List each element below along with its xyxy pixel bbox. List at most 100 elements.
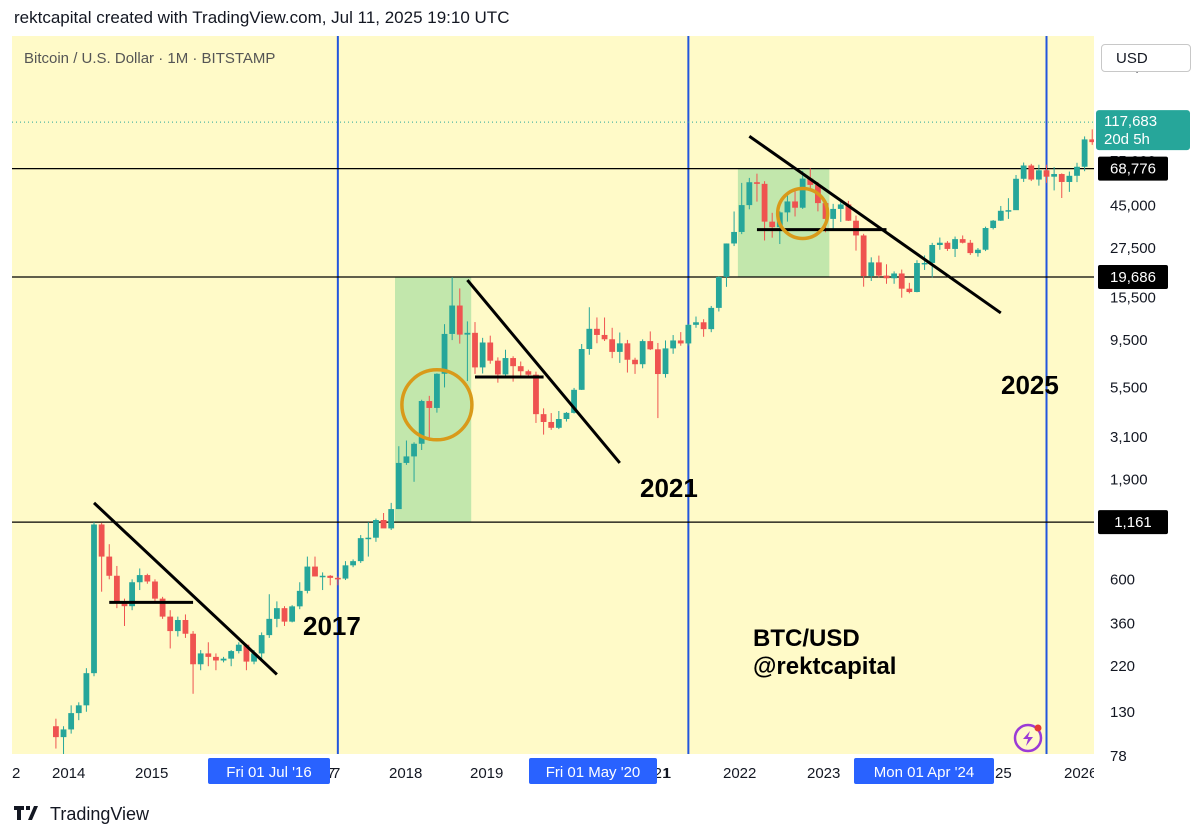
candle-body: [91, 524, 97, 674]
candle-body: [761, 183, 768, 222]
candle-body: [159, 598, 166, 617]
level-price-box-3: [1098, 510, 1168, 535]
candle: [616, 332, 623, 363]
candle: [205, 642, 212, 667]
candle: [304, 556, 311, 594]
candle: [784, 195, 791, 222]
candle-body: [578, 349, 585, 390]
candle-body: [868, 262, 875, 277]
candle: [685, 323, 692, 346]
candle: [83, 668, 90, 712]
halving-date-box-2: [529, 758, 657, 784]
y-tick-label: 360: [1110, 616, 1135, 633]
candle-body: [997, 210, 1004, 221]
candle: [982, 226, 989, 252]
candle-body: [426, 401, 433, 408]
footer: TradingView: [14, 802, 149, 826]
candle: [395, 446, 402, 510]
candle-body: [380, 519, 387, 529]
level-price-label-2: 19,686: [1110, 269, 1156, 286]
candle: [875, 255, 882, 278]
candle-body: [434, 373, 440, 408]
candle-body: [1028, 165, 1035, 180]
y-tick-label: 78: [1110, 748, 1127, 765]
candle: [830, 203, 837, 229]
candle-body: [632, 359, 638, 365]
chart-plot-area[interactable]: 2017 2021 2025 BTC/USD @rektcapital 2014 2015 2…: [12, 36, 1175, 792]
candle-body: [472, 332, 478, 368]
candle: [898, 269, 905, 298]
candle-body: [373, 519, 379, 538]
halving-date-label-2: Fri 01 May '20: [546, 764, 641, 781]
x-tick-label: 2018: [389, 765, 422, 782]
candle: [1043, 164, 1050, 183]
candle: [609, 327, 616, 359]
candle: [487, 335, 494, 364]
candle: [182, 614, 189, 638]
candle: [936, 237, 943, 250]
tradingview-logo-icon: [14, 806, 38, 820]
candle-body: [594, 328, 600, 335]
candle-body: [723, 243, 730, 277]
candle-body: [601, 334, 608, 340]
candle: [883, 264, 890, 284]
watermark-pair: BTC/USD: [753, 625, 860, 652]
candle: [380, 513, 387, 529]
candle: [159, 596, 166, 619]
y-tick-label: 5,500: [1110, 379, 1148, 396]
level-price-label-1: 68,776: [1110, 161, 1156, 178]
candle: [1089, 129, 1096, 145]
candle-body: [807, 178, 814, 185]
candle-body: [792, 201, 798, 208]
price-axis[interactable]: 225,00075,00045,00027,50015,5009,5005,50…: [1094, 36, 1200, 792]
candle-body: [746, 182, 753, 206]
x-tick-label: 2022: [723, 765, 756, 782]
y-tick-label: 1,900: [1110, 471, 1148, 488]
candle: [373, 518, 379, 542]
chart-svg[interactable]: 2017 2021 2025 BTC/USD@rektcapital 2014 2015 2…: [12, 36, 1175, 792]
candle-body: [365, 537, 372, 540]
candle: [312, 556, 318, 577]
candle: [53, 718, 59, 749]
candle: [75, 702, 82, 721]
candle: [174, 616, 181, 637]
candle-body: [60, 729, 67, 738]
candle: [273, 601, 280, 628]
candle: [639, 339, 646, 369]
candle-body: [312, 566, 318, 577]
x-tick-partial: 7: [332, 765, 340, 782]
candle: [213, 653, 219, 671]
candle-body: [548, 421, 555, 428]
candle-body: [273, 608, 280, 619]
currency-unit-button[interactable]: USD: [1101, 44, 1191, 72]
candle-body: [906, 288, 913, 293]
candle: [190, 631, 196, 694]
x-tick-label: 2019: [470, 765, 503, 782]
candle-body: [685, 324, 692, 344]
candle-body: [1058, 174, 1065, 182]
candle: [479, 337, 486, 374]
candle-body: [304, 566, 311, 591]
candle-body: [113, 575, 120, 603]
candle: [144, 573, 151, 584]
candle-body: [319, 575, 326, 578]
candle: [662, 340, 669, 378]
cycle-label-2021: 2021: [640, 473, 698, 503]
candle: [860, 233, 867, 287]
candle-body: [891, 273, 898, 279]
candle-body: [731, 231, 737, 244]
candle: [914, 260, 920, 293]
candle-body: [510, 358, 517, 367]
candle-body: [479, 342, 486, 368]
candle: [289, 605, 296, 623]
candle: [1066, 171, 1073, 192]
candle-body: [914, 263, 920, 293]
candle: [594, 317, 600, 344]
last-price-box: [1096, 110, 1190, 151]
candle-body: [830, 208, 837, 219]
candle-body: [144, 575, 151, 582]
candle-body: [106, 556, 113, 576]
candle-body: [327, 575, 334, 578]
candle: [449, 277, 456, 341]
candle-body: [875, 262, 882, 276]
